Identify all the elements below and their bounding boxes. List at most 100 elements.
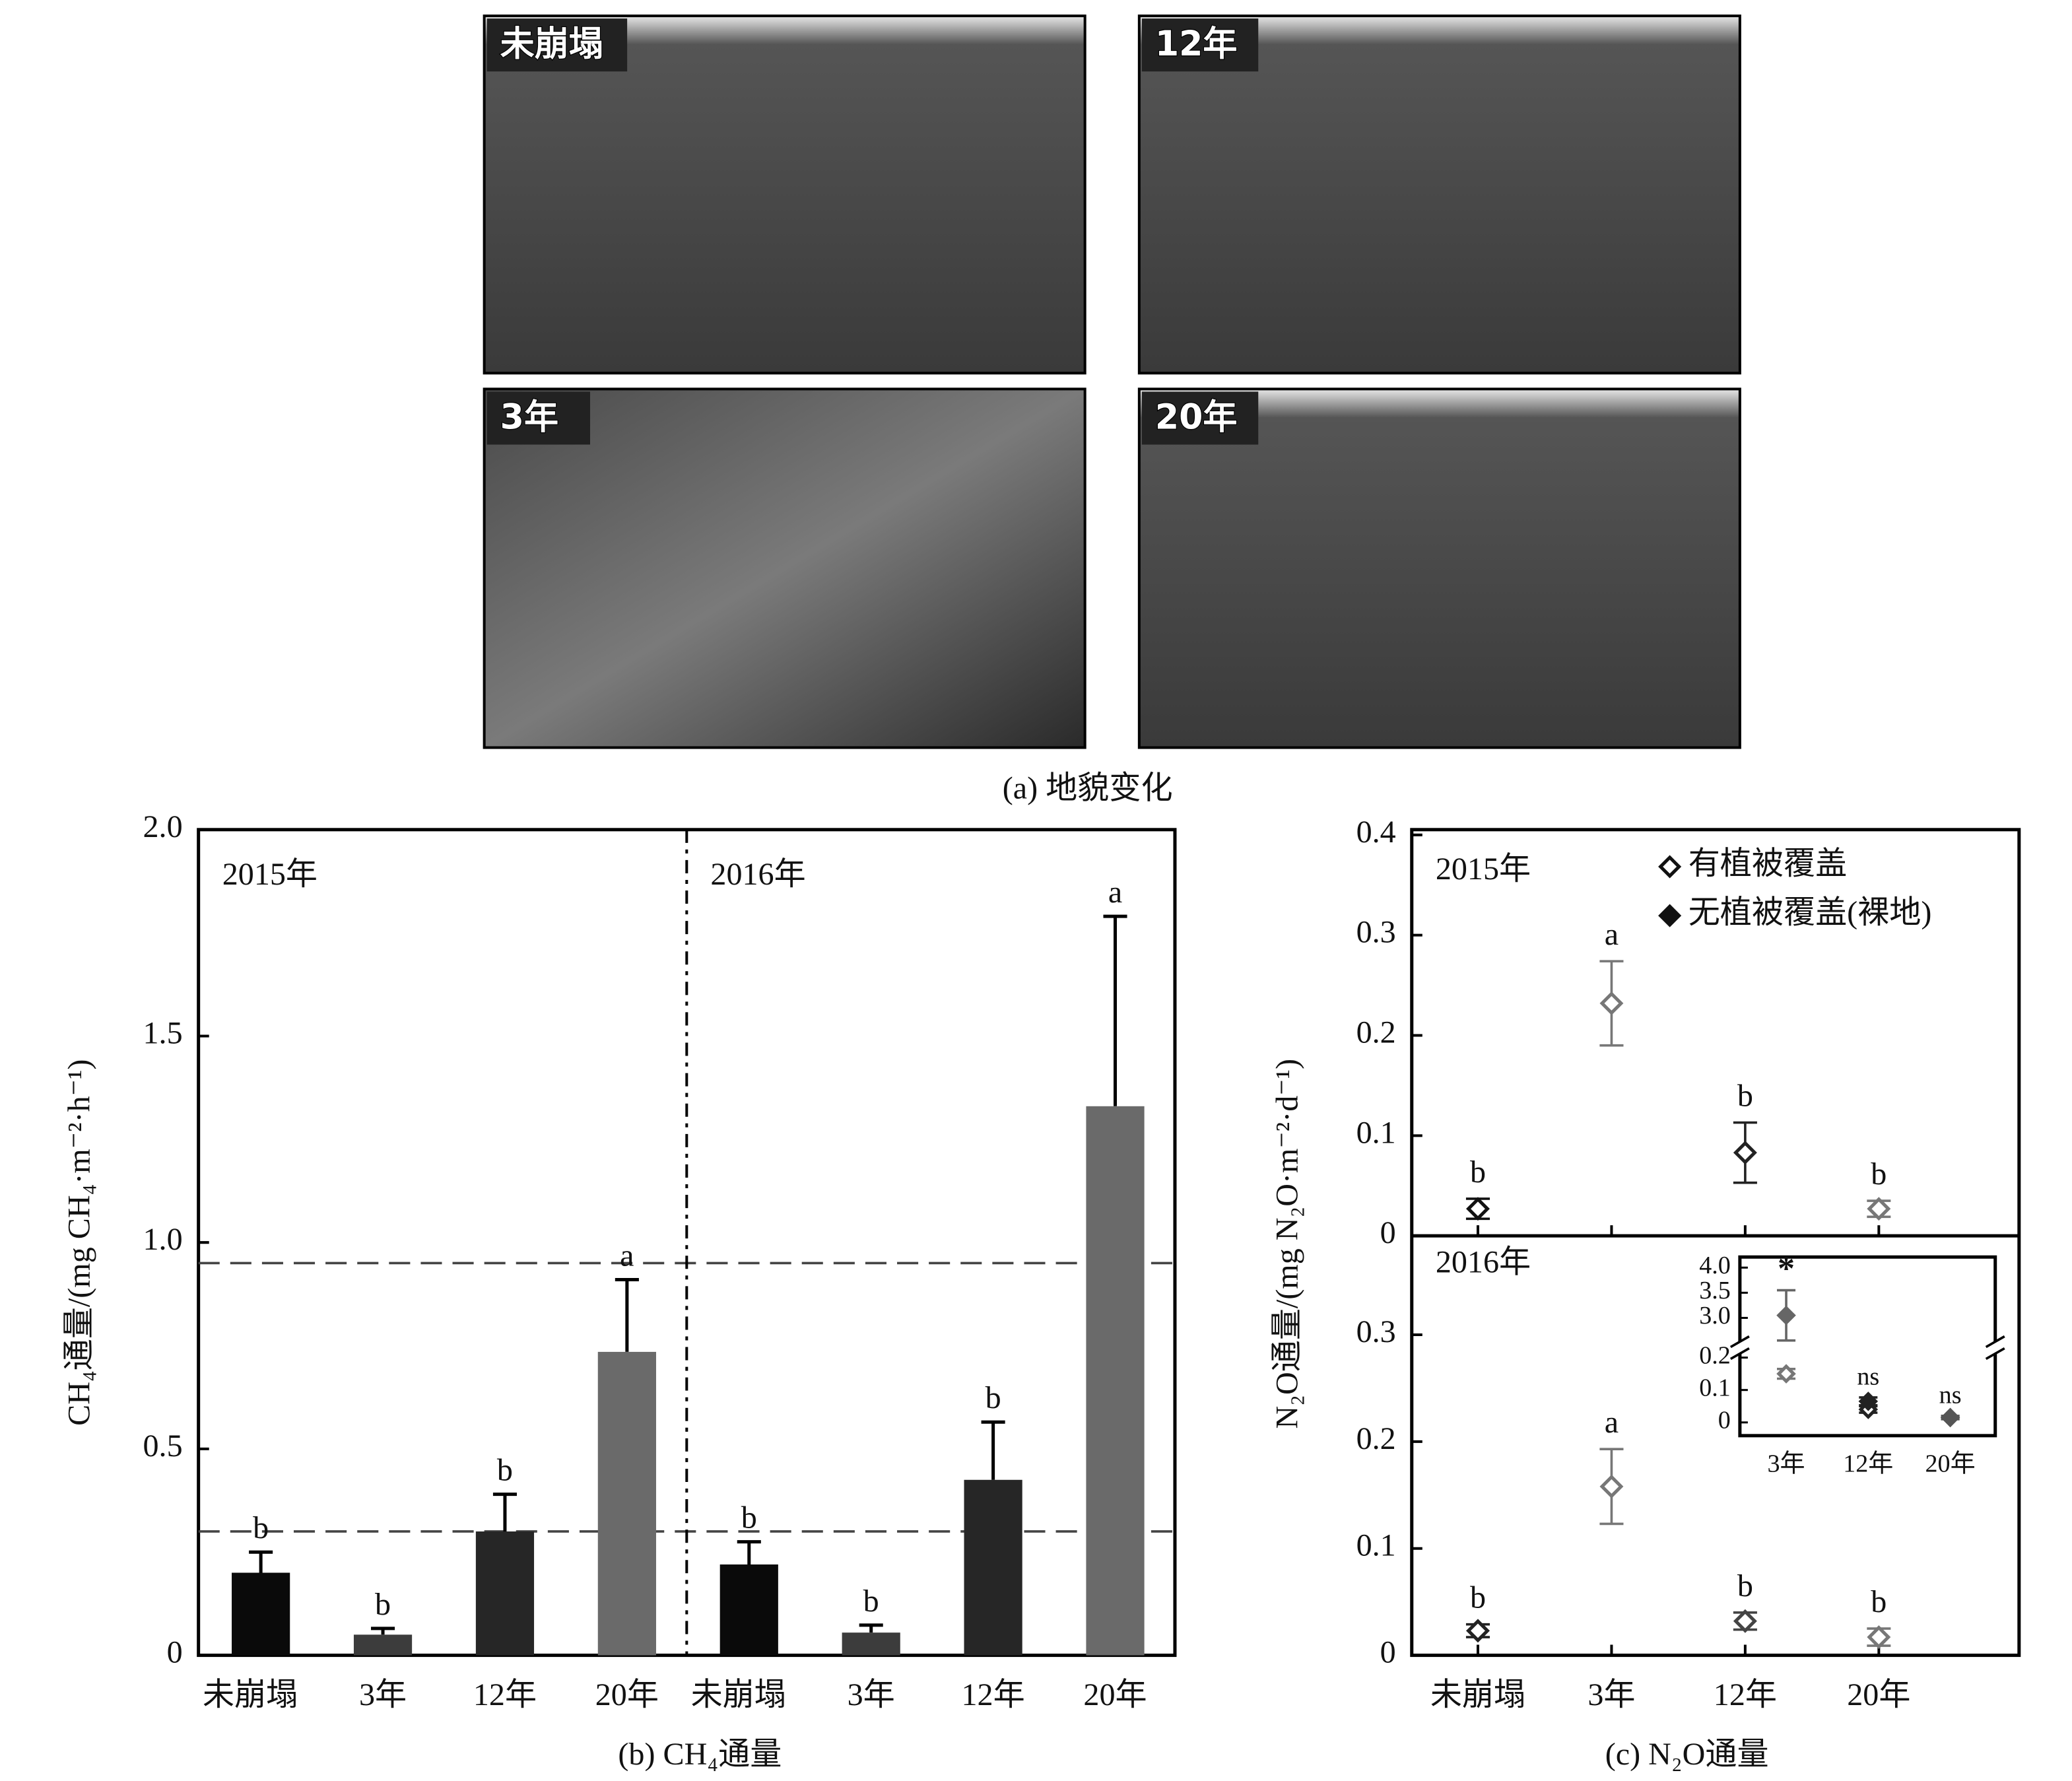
axis-break-gap [1987, 1341, 2003, 1354]
y-tick-label: 1.0 [143, 1222, 182, 1257]
y-tick-label: 0.3 [1356, 1314, 1396, 1349]
axis-break [1985, 1335, 2005, 1349]
legend-marker [1658, 855, 1682, 879]
significance-letter: b [1871, 1157, 1887, 1192]
significance-letter: b [253, 1510, 269, 1545]
marker [1858, 1392, 1879, 1411]
significance-letter: a [1605, 917, 1619, 952]
photo [483, 15, 1086, 375]
significance-letter: b [1470, 1580, 1486, 1615]
bar [964, 1479, 1022, 1656]
inset-annotation: ns [1857, 1363, 1879, 1391]
photo [1137, 15, 1741, 375]
marker [1867, 1197, 1891, 1221]
bar [597, 1351, 656, 1656]
x-tick-label: 3年 [359, 1677, 407, 1712]
y-tick-label: 0.2 [1356, 1421, 1396, 1456]
y-tick-label: 0 [1718, 1407, 1731, 1434]
photo-label-bg [486, 18, 628, 72]
significance-letter: b [1737, 1568, 1753, 1603]
marker [1599, 1474, 1624, 1498]
bar [232, 1572, 290, 1656]
marker [1466, 1197, 1490, 1221]
significance-letter: a [1108, 875, 1122, 910]
x-tick-label: 3年 [848, 1677, 895, 1712]
legend-label: 有植被覆盖 [1688, 846, 1847, 881]
marker [1466, 1619, 1490, 1643]
group-label: 2015年 [222, 857, 317, 892]
x-tick-label: 3年 [1587, 1677, 1635, 1712]
bar [475, 1531, 535, 1656]
marker [1733, 1141, 1757, 1165]
marker [1733, 1609, 1757, 1633]
significance-letter: a [1605, 1405, 1619, 1440]
y-tick-label: 0 [1380, 1635, 1396, 1670]
significance-letter: b [1470, 1155, 1486, 1190]
legend-label: 无植被覆盖(裸地) [1688, 895, 1932, 930]
axis-break-gap [1731, 1341, 1748, 1354]
inset-x-tick-label: 20年 [1925, 1450, 1976, 1478]
axis-break [1729, 1335, 1750, 1349]
photo-label: 3年 [500, 397, 558, 437]
x-tick-label: 20年 [1083, 1677, 1147, 1712]
inset-annotation: ns [1939, 1382, 1962, 1409]
photo-label-bg [1141, 18, 1259, 72]
caption: (a) 地貌变化 [1003, 771, 1173, 806]
caption: (c) N₂O通量 [1605, 1737, 1769, 1772]
y-tick-label: 3.5 [1699, 1277, 1731, 1304]
significance-letter: b [375, 1587, 391, 1622]
x-tick-label: 未崩塌 [203, 1677, 298, 1712]
y-axis-label: N₂O通量/(mg N₂O·m⁻²·d⁻¹) [1269, 1059, 1304, 1429]
x-tick-label: 12年 [473, 1677, 537, 1712]
bar [1086, 1106, 1145, 1656]
x-tick-label: 20年 [1847, 1677, 1910, 1712]
x-tick-label: 未崩塌 [691, 1677, 786, 1712]
caption: (b) CH₄通量 [618, 1737, 782, 1772]
photo-label: 未崩塌 [500, 24, 603, 64]
x-tick-label: 12年 [1714, 1677, 1777, 1712]
photo-label: 20年 [1155, 397, 1238, 437]
axis-break [1729, 1347, 1750, 1361]
significance-letter: b [1871, 1584, 1887, 1619]
y-tick-label: 0.5 [143, 1428, 182, 1463]
legend-marker [1658, 904, 1682, 927]
marker [1776, 1364, 1796, 1384]
marker [1599, 991, 1624, 1015]
axis-break [1985, 1347, 2005, 1361]
inset-x-tick-label: 3年 [1767, 1450, 1805, 1478]
panel-label: 2015年 [1436, 852, 1531, 887]
significance-letter: b [497, 1453, 513, 1488]
significance-letter: b [863, 1584, 879, 1619]
panel-label: 2016年 [1436, 1244, 1531, 1279]
significance-letter: b [1737, 1079, 1753, 1114]
significance-letter: b [986, 1380, 1001, 1415]
y-tick-label: 0.4 [1356, 815, 1396, 850]
y-tick-label: 0.1 [1699, 1374, 1731, 1401]
group-label: 2016年 [710, 857, 805, 892]
bar [719, 1564, 778, 1656]
significance-letter: a [620, 1238, 634, 1273]
inset-annotation: * [1778, 1250, 1795, 1287]
y-tick-label: 4.0 [1699, 1252, 1731, 1279]
plot-frame [1410, 828, 2021, 1658]
inset-x-tick-label: 12年 [1843, 1450, 1893, 1478]
x-tick-label: 12年 [962, 1677, 1025, 1712]
y-tick-label: 0.2 [1699, 1341, 1731, 1369]
photo [1137, 387, 1741, 749]
y-tick-label: 1.5 [143, 1016, 182, 1051]
x-tick-label: 20年 [595, 1677, 659, 1712]
marker [1940, 1407, 1960, 1428]
bar [353, 1634, 413, 1656]
marker [1867, 1625, 1891, 1650]
photo-label-bg [1141, 391, 1259, 445]
y-tick-label: 0.2 [1356, 1015, 1396, 1050]
y-tick-label: 0.3 [1356, 915, 1396, 950]
photo-label-bg [486, 391, 590, 445]
x-tick-label: 未崩塌 [1430, 1677, 1525, 1712]
y-tick-label: 0 [1380, 1215, 1396, 1250]
y-tick-label: 2.0 [143, 809, 182, 844]
photo-label: 12年 [1155, 24, 1238, 64]
y-tick-label: 0.1 [1356, 1528, 1396, 1563]
significance-letter: b [741, 1500, 757, 1535]
